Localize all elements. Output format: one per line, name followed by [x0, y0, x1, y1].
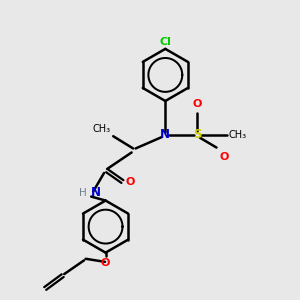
Text: N: N [91, 186, 101, 200]
Text: CH₃: CH₃ [229, 130, 247, 140]
Text: CH₃: CH₃ [93, 124, 111, 134]
Text: O: O [220, 152, 229, 161]
Text: S: S [193, 128, 202, 141]
Text: O: O [193, 99, 202, 109]
Text: O: O [101, 258, 110, 268]
Text: H: H [79, 188, 86, 198]
Text: Cl: Cl [159, 38, 171, 47]
Text: N: N [160, 128, 170, 141]
Text: O: O [125, 177, 135, 187]
